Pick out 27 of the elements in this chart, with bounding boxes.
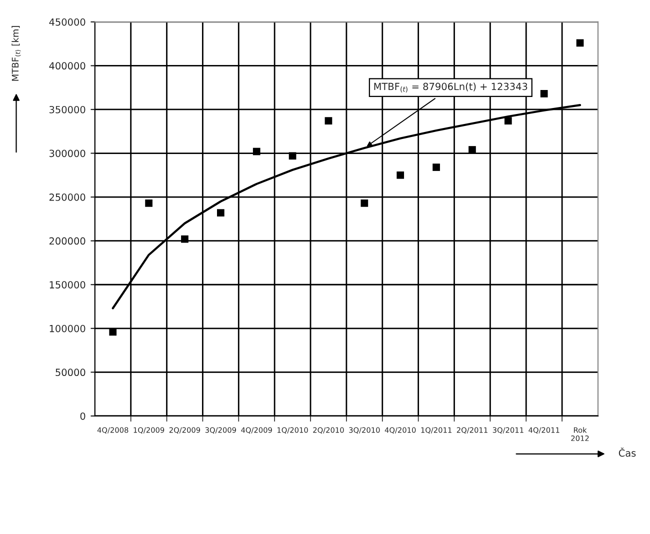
point xyxy=(288,152,296,160)
point xyxy=(504,117,512,125)
y-tick-label: 100000 xyxy=(50,324,86,332)
x-axis-title: Čas xyxy=(618,448,636,457)
y-tick-label: 0 xyxy=(80,412,86,420)
y-tick-label: 400000 xyxy=(49,62,86,70)
point xyxy=(181,235,188,243)
y-tick-label: 200000 xyxy=(49,237,86,245)
point xyxy=(109,328,117,336)
y-tick-label: 150000 xyxy=(50,281,86,288)
point xyxy=(432,164,440,171)
point xyxy=(468,146,476,154)
point xyxy=(540,90,548,98)
point xyxy=(396,171,404,179)
point xyxy=(324,117,332,125)
point xyxy=(576,39,584,47)
y-tick-label: 300000 xyxy=(50,150,86,158)
y-tick-label: 450000 xyxy=(49,18,86,26)
point xyxy=(145,200,152,207)
y-tick-label: 250000 xyxy=(49,194,86,201)
annotation: MTBF$_{(t)}$ = 87906Ln(t) + 123343 xyxy=(374,82,528,92)
y-axis-title: MTBF$_{(t)}$ [km] xyxy=(12,26,21,81)
point xyxy=(217,209,224,216)
y-tick-label: 350000 xyxy=(50,106,86,114)
point xyxy=(252,148,260,156)
point xyxy=(360,200,368,207)
y-tick-label: 50000 xyxy=(56,368,86,376)
